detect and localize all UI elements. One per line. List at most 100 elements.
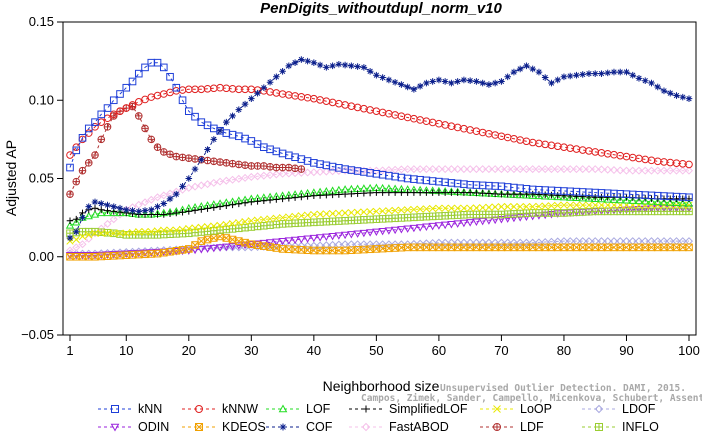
data-point-knn — [235, 132, 243, 141]
data-point-fastabod — [378, 166, 387, 175]
data-point-simplifiedlof — [485, 190, 493, 197]
data-point-kdeos — [278, 245, 287, 253]
data-point-loop — [397, 206, 406, 214]
data-point-ldf — [291, 164, 299, 173]
x-tick-label: 70 — [494, 343, 508, 358]
data-point-knn — [141, 63, 149, 72]
data-point-kdeos — [416, 243, 424, 252]
data-point-loop — [385, 207, 393, 215]
data-point-inflo — [422, 212, 431, 221]
data-point-kdeos — [447, 243, 456, 252]
data-point-ldof — [516, 238, 525, 247]
data-point-lof — [641, 197, 650, 205]
legend-item-simplifiedlof: SimplifiedLOF — [349, 402, 468, 416]
data-point-loop — [591, 201, 599, 209]
data-point-inflo — [241, 223, 249, 232]
data-point-fastabod — [216, 177, 225, 186]
data-point-simplifiedlof — [685, 195, 693, 203]
data-point-cof — [235, 106, 243, 113]
chart-title: PenDigits_withoutdupl_norm_v10 — [260, 0, 502, 17]
data-point-fastabod — [234, 174, 243, 183]
data-point-cof — [248, 95, 255, 102]
data-point-odin — [397, 226, 406, 234]
data-point-knn — [191, 112, 199, 121]
data-point-loop — [391, 206, 399, 215]
data-point-lof — [622, 196, 631, 204]
y-tick-label: −0.05 — [21, 327, 54, 342]
data-point-simplifiedlof — [448, 189, 455, 196]
legend-label: LDOF — [622, 402, 656, 416]
data-point-ldf — [147, 135, 156, 144]
legend-item-kdeos: KDEOS — [182, 420, 266, 434]
data-point-lof — [597, 194, 606, 203]
data-point-fastabod — [134, 200, 143, 209]
data-point-fastabod — [616, 166, 625, 175]
data-point-odin — [616, 206, 625, 215]
data-point-cof — [435, 76, 443, 84]
data-point-loop — [554, 201, 562, 210]
data-point-loop — [322, 210, 331, 218]
data-point-simplifiedlof — [354, 190, 361, 197]
data-point-fastabod — [509, 165, 518, 174]
series-line-lof — [69, 187, 690, 226]
data-point-simplifiedlof — [279, 195, 286, 203]
data-point-simplifiedlof — [341, 190, 349, 198]
data-point-cof — [673, 92, 680, 99]
data-point-knnw — [122, 104, 131, 112]
data-point-inflo — [172, 230, 181, 238]
data-point-simplifiedlof — [435, 189, 443, 196]
data-point-inflo — [678, 207, 687, 216]
data-point-kdeos — [210, 234, 218, 242]
data-point-odin — [328, 232, 337, 241]
data-point-loop — [97, 229, 105, 237]
data-point-odin — [372, 228, 381, 237]
data-point-ldof — [441, 238, 450, 247]
data-point-odin — [359, 229, 369, 238]
data-point-ldof — [541, 238, 550, 247]
data-point-cof — [135, 208, 143, 215]
data-point-inflo — [278, 220, 287, 228]
data-point-simplifiedlof — [666, 195, 674, 203]
data-point-fastabod — [303, 168, 312, 177]
data-point-inflo — [285, 219, 293, 228]
data-point-loop — [685, 201, 693, 209]
data-point-lof — [566, 193, 575, 201]
data-point-kdeos — [203, 235, 212, 244]
data-point-fastabod — [472, 165, 481, 174]
data-point-fastabod — [609, 166, 618, 175]
data-point-odin — [265, 239, 275, 247]
data-point-simplifiedlof — [591, 193, 599, 201]
data-point-loop — [272, 214, 280, 222]
data-point-ldof — [453, 238, 462, 247]
data-point-lof — [659, 197, 669, 206]
data-point-cof — [310, 59, 318, 66]
data-point-fastabod — [441, 165, 450, 174]
data-point-simplifiedlof — [273, 196, 280, 203]
data-point-ldof — [322, 241, 331, 250]
data-point-cof — [679, 93, 687, 101]
data-point-lof — [572, 193, 581, 202]
data-point-simplifiedlof — [466, 189, 474, 196]
data-point-inflo — [116, 230, 124, 238]
data-point-cof — [629, 71, 637, 79]
data-point-kdeos — [228, 235, 237, 244]
data-point-odin — [428, 222, 437, 231]
data-point-odin — [203, 245, 212, 253]
data-point-odin — [315, 234, 325, 242]
data-point-inflo — [153, 231, 162, 239]
data-point-inflo — [328, 217, 337, 226]
data-point-loop — [285, 213, 293, 221]
legend-item-knnw: kNNW — [182, 402, 258, 416]
data-point-simplifiedlof — [285, 194, 293, 202]
data-point-fastabod — [78, 240, 87, 249]
data-point-simplifiedlof — [360, 189, 368, 197]
data-point-inflo — [385, 214, 393, 223]
data-point-fastabod — [459, 165, 468, 174]
data-point-cof — [479, 79, 486, 87]
data-point-loop — [372, 207, 381, 216]
data-point-loop — [122, 229, 130, 237]
data-point-loop — [472, 204, 481, 212]
data-point-cof — [648, 79, 655, 87]
data-point-loop — [360, 208, 368, 216]
data-point-ldf — [285, 163, 293, 172]
